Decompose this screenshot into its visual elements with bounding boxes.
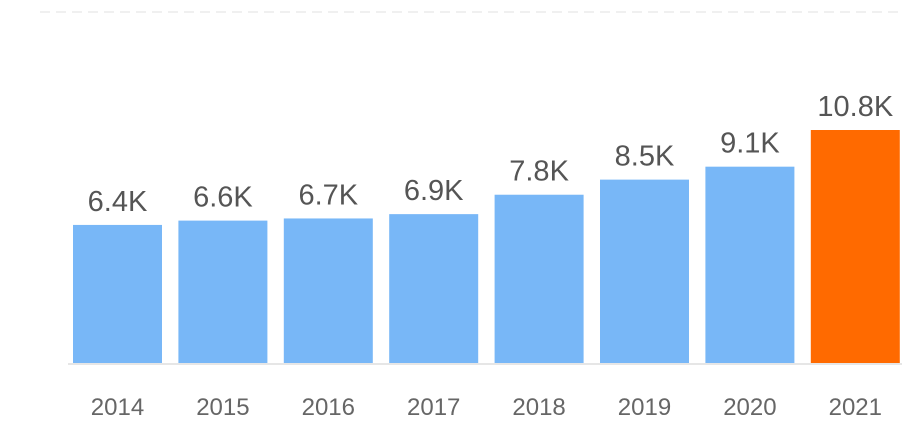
value-label: 9.1K xyxy=(720,128,780,160)
x-tick-label: 2014 xyxy=(91,394,144,421)
bar xyxy=(810,130,900,363)
value-label: 10.8K xyxy=(817,91,893,123)
value-label: 6.9K xyxy=(404,175,464,207)
bar xyxy=(600,179,689,363)
value-label: 6.4K xyxy=(88,186,148,218)
bar xyxy=(283,218,373,363)
x-tick-label: 2019 xyxy=(618,394,671,421)
bar xyxy=(705,166,795,363)
value-label: 6.7K xyxy=(298,179,358,211)
x-tick-label: 2021 xyxy=(829,394,882,421)
bar xyxy=(178,220,268,363)
x-tick-label: 2015 xyxy=(196,394,249,421)
x-tick-label: 2016 xyxy=(302,394,355,421)
x-tick-label: 2018 xyxy=(512,394,565,421)
bar xyxy=(494,194,584,363)
x-tick-label: 2017 xyxy=(407,394,460,421)
x-tick-label: 2020 xyxy=(723,394,776,421)
bar xyxy=(73,224,162,363)
value-label: 7.8K xyxy=(509,156,569,188)
value-label: 6.6K xyxy=(193,182,253,214)
value-label: 8.5K xyxy=(615,141,675,173)
bar xyxy=(389,214,479,363)
